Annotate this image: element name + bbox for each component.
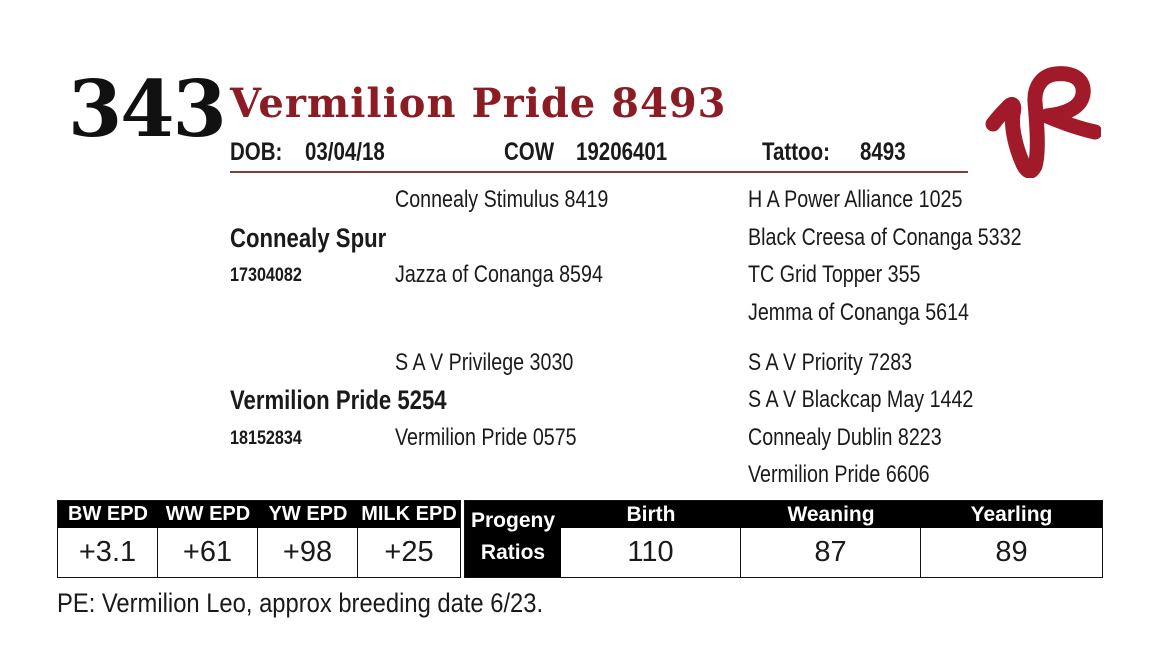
epd-header-row bbox=[58, 501, 460, 528]
dob-label: DOB: bbox=[230, 138, 283, 166]
epd-value-milk: +25 bbox=[384, 536, 434, 568]
dam-sire-dam: S A V Blackcap May 1442 bbox=[748, 386, 974, 413]
epd-header-yw: YW EPD bbox=[268, 503, 348, 525]
epd-header-bw: BW EPD bbox=[68, 503, 148, 525]
dam-sire-sire: S A V Priority 7283 bbox=[748, 349, 913, 376]
progeny-label-line2: Ratios bbox=[480, 541, 546, 564]
progeny-ratios-table: Progeny Ratios Birth Weaning Yearling 11… bbox=[464, 500, 1103, 578]
epd-table: BW EPD WW EPD YW EPD MILK EPD +3.1 +61 +… bbox=[57, 500, 461, 578]
epd-value-yw: +98 bbox=[258, 528, 358, 577]
dam-dam-dam: Vermilion Pride 6606 bbox=[748, 461, 930, 488]
registration-label: COW bbox=[504, 138, 555, 166]
progeny-value-weaning: 87 bbox=[741, 528, 921, 577]
dob-value: 03/04/18 bbox=[305, 138, 385, 166]
sire-registration: 17304082 bbox=[230, 265, 302, 286]
dam-sire: S A V Privilege 3030 bbox=[395, 349, 574, 376]
sire-sire-sire: H A Power Alliance 1025 bbox=[748, 186, 963, 213]
lot-number: 343 bbox=[68, 64, 227, 155]
progeny-ratios-label: Progeny Ratios bbox=[465, 501, 561, 577]
dam-registration: 18152834 bbox=[230, 428, 302, 449]
progeny-header-row bbox=[561, 501, 1102, 528]
header-divider bbox=[230, 171, 968, 173]
progeny-value-yearling: 89 bbox=[995, 536, 1028, 568]
dam-name: Vermilion Pride 5254 bbox=[230, 385, 447, 415]
sire-sire: Connealy Stimulus 8419 bbox=[395, 186, 609, 213]
tattoo-label: Tattoo: bbox=[762, 138, 830, 166]
dam-dam: Vermilion Pride 0575 bbox=[395, 424, 577, 451]
sire-dam-sire: TC Grid Topper 355 bbox=[748, 261, 921, 288]
progeny-header-yearling: Yearling bbox=[970, 503, 1053, 526]
sire-sire-dam: Black Creesa of Conanga 5332 bbox=[748, 224, 1022, 251]
animal-name: Vermilion Pride 8493 bbox=[230, 80, 727, 127]
breeding-note: PE: Vermilion Leo, approx breeding date … bbox=[57, 588, 544, 618]
progeny-header-birth: Birth bbox=[626, 503, 676, 526]
progeny-value-birth: 110 bbox=[561, 528, 741, 577]
epd-header-milk: MILK EPD bbox=[361, 503, 457, 525]
sire-dam-dam: Jemma of Conanga 5614 bbox=[748, 299, 970, 326]
epd-header-ww: WW EPD bbox=[165, 503, 251, 525]
epd-value-bw: +3.1 bbox=[58, 528, 158, 577]
progeny-label-line1: Progeny bbox=[470, 509, 556, 532]
sire-name: Connealy Spur bbox=[230, 223, 387, 253]
registration-value: 19206401 bbox=[576, 138, 668, 166]
sire-dam: Jazza of Conanga 8594 bbox=[395, 261, 603, 288]
vr-brand-logo bbox=[985, 66, 1101, 178]
progeny-header-weaning: Weaning bbox=[787, 503, 875, 526]
epd-value-ww: +61 bbox=[158, 528, 258, 577]
tattoo-value: 8493 bbox=[860, 138, 906, 166]
dam-dam-sire: Connealy Dublin 8223 bbox=[748, 424, 942, 451]
